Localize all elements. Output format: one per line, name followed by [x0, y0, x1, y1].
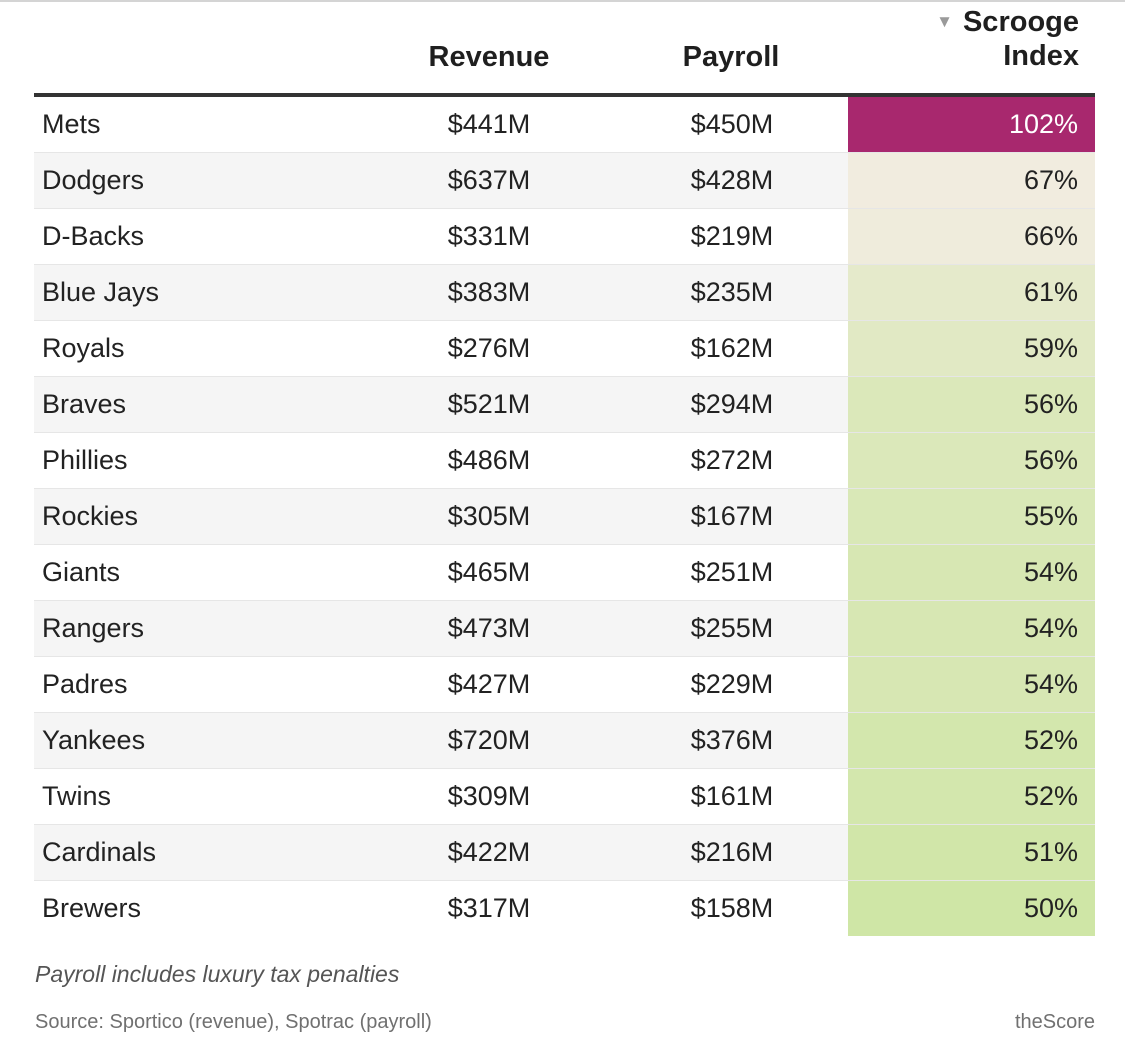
column-header-payroll[interactable]: Payroll: [682, 41, 780, 73]
payroll-value: $235M: [690, 277, 774, 307]
table-row: Yankees $720M $376M 52%: [34, 713, 1095, 769]
scrooge-index-value: 61%: [848, 265, 1095, 320]
payroll-value: $161M: [690, 781, 774, 811]
payroll-value: $294M: [690, 389, 774, 419]
payroll-value: $167M: [690, 501, 774, 531]
revenue-value: $331M: [447, 221, 531, 251]
team-name: Yankees: [42, 725, 146, 755]
table-body: Mets $441M $450M 102% Dodgers $637M $428M 67% D-…: [34, 97, 1095, 936]
team-name: Giants: [42, 557, 121, 587]
table-row: Royals $276M $162M 59%: [34, 321, 1095, 377]
table-row: Brewers $317M $158M 50%: [34, 881, 1095, 936]
payroll-value: $219M: [690, 221, 774, 251]
table-header: Revenue Payroll ▼ Scrooge Index: [34, 0, 1095, 97]
team-name: Blue Jays: [42, 277, 160, 307]
payroll-value: $229M: [690, 669, 774, 699]
table-row: Phillies $486M $272M 56%: [34, 433, 1095, 489]
column-header-scrooge-index[interactable]: ▼ Scrooge Index: [936, 5, 1079, 73]
revenue-value: $309M: [447, 781, 531, 811]
scrooge-index-value: 55%: [848, 489, 1095, 544]
table-row: Twins $309M $161M 52%: [34, 769, 1095, 825]
table-row: Cardinals $422M $216M 51%: [34, 825, 1095, 881]
source-credit: Source: Sportico (revenue), Spotrac (pay…: [35, 1011, 432, 1033]
sort-descending-icon: ▼: [936, 12, 953, 31]
table-row: Rockies $305M $167M 55%: [34, 489, 1095, 545]
table-row: Dodgers $637M $428M 67%: [34, 153, 1095, 209]
payroll-value: $272M: [690, 445, 774, 475]
revenue-value: $427M: [447, 669, 531, 699]
payroll-value: $158M: [690, 893, 774, 923]
scrooge-index-table: Revenue Payroll ▼ Scrooge Index Mets $441M…: [34, 0, 1095, 936]
revenue-value: $720M: [447, 725, 531, 755]
scrooge-index-value: 54%: [848, 601, 1095, 656]
revenue-value: $465M: [447, 557, 531, 587]
payroll-value: $450M: [690, 109, 774, 139]
revenue-value: $276M: [447, 333, 531, 363]
payroll-value: $428M: [690, 165, 774, 195]
payroll-value: $251M: [690, 557, 774, 587]
payroll-value: $162M: [690, 333, 774, 363]
table-row: Mets $441M $450M 102%: [34, 97, 1095, 153]
team-name: Brewers: [42, 893, 142, 923]
table-row: Padres $427M $229M 54%: [34, 657, 1095, 713]
revenue-value: $521M: [447, 389, 531, 419]
revenue-value: $422M: [447, 837, 531, 867]
scrooge-index-value: 50%: [848, 881, 1095, 936]
table-row: Rangers $473M $255M 54%: [34, 601, 1095, 657]
team-name: D-Backs: [42, 221, 145, 251]
brand-logo-text: theScore: [1014, 1011, 1095, 1033]
scrooge-index-value: 56%: [848, 433, 1095, 488]
team-name: Mets: [42, 109, 101, 139]
payroll-value: $216M: [690, 837, 774, 867]
team-name: Royals: [42, 333, 125, 363]
revenue-value: $317M: [447, 893, 531, 923]
table-row: Blue Jays $383M $235M 61%: [34, 265, 1095, 321]
table-row: Giants $465M $251M 54%: [34, 545, 1095, 601]
scrooge-index-value: 54%: [848, 545, 1095, 600]
scrooge-index-value: 59%: [848, 321, 1095, 376]
team-name: Twins: [42, 781, 112, 811]
scrooge-index-value: 52%: [848, 713, 1095, 768]
top-divider: [0, 0, 1125, 2]
team-name: Rangers: [42, 613, 145, 643]
scrooge-index-value: 66%: [848, 209, 1095, 264]
scrooge-index-label-line1: Scrooge: [962, 6, 1079, 38]
scrooge-index-value: 52%: [848, 769, 1095, 824]
scrooge-index-value: 51%: [848, 825, 1095, 880]
team-name: Dodgers: [42, 165, 145, 195]
revenue-value: $473M: [447, 613, 531, 643]
scrooge-index-value: 67%: [848, 153, 1095, 208]
scrooge-index-value: 102%: [848, 97, 1095, 152]
team-name: Cardinals: [42, 837, 157, 867]
team-name: Braves: [42, 389, 127, 419]
scrooge-index-value: 54%: [848, 657, 1095, 712]
payroll-value: $255M: [690, 613, 774, 643]
scrooge-index-label-line2: Index: [1003, 40, 1079, 72]
revenue-value: $637M: [447, 165, 531, 195]
team-name: Rockies: [42, 501, 139, 531]
revenue-value: $441M: [447, 109, 531, 139]
footnote: Payroll includes luxury tax penalties: [35, 961, 400, 987]
team-name: Padres: [42, 669, 128, 699]
revenue-value: $486M: [447, 445, 531, 475]
revenue-value: $305M: [447, 501, 531, 531]
table-row: D-Backs $331M $219M 66%: [34, 209, 1095, 265]
payroll-value: $376M: [690, 725, 774, 755]
revenue-value: $383M: [447, 277, 531, 307]
scrooge-index-value: 56%: [848, 377, 1095, 432]
table-row: Braves $521M $294M 56%: [34, 377, 1095, 433]
team-name: Phillies: [42, 445, 128, 475]
column-header-revenue[interactable]: Revenue: [428, 41, 550, 73]
